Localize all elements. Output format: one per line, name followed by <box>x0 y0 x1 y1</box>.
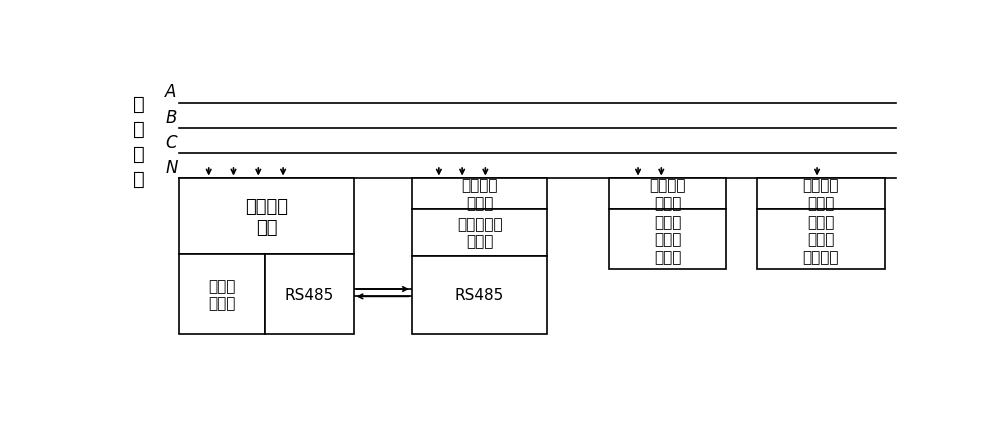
Text: 特征信号发
生模块: 特征信号发 生模块 <box>457 217 502 249</box>
Text: C: C <box>165 133 177 151</box>
Text: RS485: RS485 <box>284 287 334 302</box>
Text: 宽带载
波模块: 宽带载 波模块 <box>208 278 236 310</box>
Text: A: A <box>165 83 177 101</box>
Text: 用户表
筱数据
采集模块: 用户表 筱数据 采集模块 <box>802 214 839 264</box>
Bar <box>412 179 547 209</box>
Text: 供: 供 <box>133 95 145 113</box>
Bar <box>609 179 726 209</box>
Text: 电: 电 <box>133 119 145 138</box>
Text: 信号收发
主模块: 信号收发 主模块 <box>461 178 498 210</box>
Text: 分支筱
数据采
集模块: 分支筱 数据采 集模块 <box>654 214 681 264</box>
Text: B: B <box>165 108 177 126</box>
Bar <box>179 179 354 254</box>
Text: 电: 电 <box>133 145 145 164</box>
Text: 故障定位
模块: 故障定位 模块 <box>245 197 288 236</box>
Bar <box>412 256 547 335</box>
Text: RS485: RS485 <box>455 288 504 302</box>
Text: 信号收发
从模块: 信号收发 从模块 <box>802 178 839 210</box>
Bar <box>609 209 726 269</box>
Bar <box>757 179 885 209</box>
Bar <box>412 209 547 256</box>
Text: 信号收发
从模块: 信号收发 从模块 <box>649 178 686 210</box>
Text: 压: 压 <box>133 170 145 188</box>
Bar <box>264 254 354 335</box>
Bar <box>179 254 264 335</box>
Bar <box>757 209 885 269</box>
Text: N: N <box>165 158 178 176</box>
